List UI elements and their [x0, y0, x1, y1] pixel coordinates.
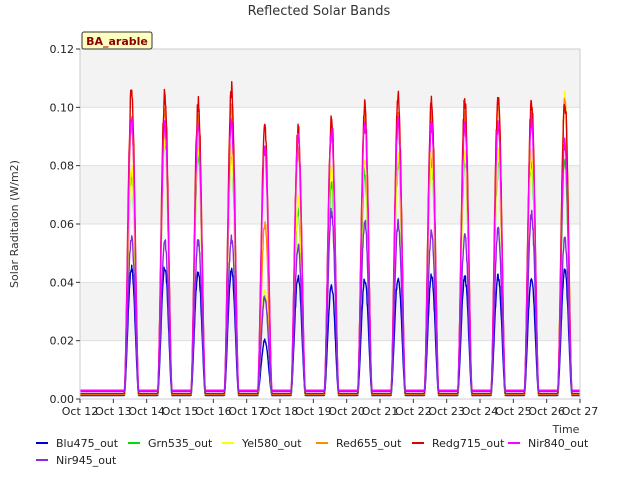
x-tick-label: Oct 27: [562, 405, 599, 418]
x-tick-label: Oct 14: [128, 405, 165, 418]
legend-entry: Yel580_out: [241, 437, 302, 450]
x-tick-label: Oct 17: [228, 405, 265, 418]
y-tick-label: 0.08: [50, 160, 75, 173]
x-tick-label: Oct 25: [495, 405, 532, 418]
plot-band: [80, 340, 580, 399]
x-tick-label: Oct 24: [462, 405, 499, 418]
x-tick-label: Oct 26: [528, 405, 565, 418]
x-tick-label: Oct 20: [328, 405, 365, 418]
x-tick-label: Oct 21: [362, 405, 399, 418]
legend-entry: Grn535_out: [148, 437, 213, 450]
site-label: BA_arable: [86, 35, 148, 48]
x-tick-label: Oct 15: [162, 405, 199, 418]
legend-entry: Blu475_out: [56, 437, 119, 450]
x-tick-label: Oct 12: [62, 405, 99, 418]
site-label-box: BA_arable: [81, 31, 153, 50]
legend-entry: Nir840_out: [528, 437, 589, 450]
y-axis-label: Solar Raditaion (W/m2): [8, 160, 21, 288]
series-line-nir945_out: [79, 207, 581, 393]
series-line-nir840_out: [79, 113, 581, 391]
legend-entry: Redg715_out: [432, 437, 505, 450]
x-tick-label: Oct 22: [395, 405, 432, 418]
site-label-background: [81, 31, 153, 50]
y-axis-ticks: 0.00 0.02 0.04 0.06 0.08 0.10 0.12: [50, 43, 80, 406]
y-tick-label: 0.02: [50, 335, 75, 348]
y-tick-label: 0.00: [50, 393, 75, 406]
chart-title: Reflected Solar Bands: [248, 4, 391, 19]
x-tick-label: Oct 23: [428, 405, 465, 418]
x-tick-label: Oct 19: [295, 405, 332, 418]
series-lines: [79, 80, 581, 397]
y-tick-label: 0.06: [50, 218, 75, 231]
x-tick-label: Oct 18: [262, 405, 299, 418]
plot-band: [80, 49, 580, 108]
y-tick-label: 0.04: [50, 276, 75, 289]
legend: Blu475_out Grn535_out Yel580_out Red655_out…: [36, 437, 589, 467]
legend-entry: Nir945_out: [56, 454, 117, 467]
x-tick-label: Oct 13: [95, 405, 132, 418]
legend-entry: Red655_out: [336, 437, 402, 450]
y-tick-label: 0.10: [50, 101, 75, 114]
y-tick-label: 0.12: [50, 43, 75, 56]
x-axis-label: Time: [552, 423, 580, 436]
x-tick-label: Oct 16: [195, 405, 232, 418]
series-line-blu475_out: [79, 264, 581, 397]
